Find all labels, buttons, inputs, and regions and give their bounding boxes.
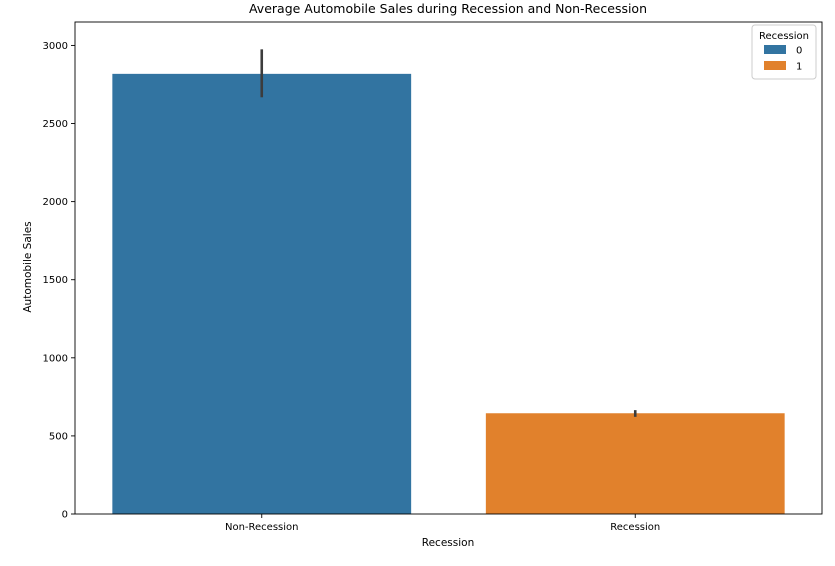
x-tick-label: Non-Recession xyxy=(225,522,299,533)
bar-recession xyxy=(485,413,785,514)
legend-swatch xyxy=(764,61,786,70)
y-tick-label: 1500 xyxy=(43,275,68,286)
legend-swatch xyxy=(764,45,786,54)
bar-non-recession xyxy=(112,73,412,515)
plot-area: 0 500 1000 1500 2000 2500 3000 Non-Recession Rec… xyxy=(43,21,823,533)
y-axis-label: Automobile Sales xyxy=(22,221,34,312)
legend-title: Recession xyxy=(759,31,809,42)
x-axis-label: Recession xyxy=(422,537,474,549)
y-tick-label: 0 xyxy=(62,510,68,521)
legend: Recession 0 1 xyxy=(751,24,817,80)
y-tick-label: 500 xyxy=(49,431,68,442)
y-tick-label: 2500 xyxy=(43,119,68,130)
y-tick-label: 2000 xyxy=(43,197,68,208)
legend-entry-label: 1 xyxy=(796,62,802,73)
y-tick-label: 3000 xyxy=(43,41,68,52)
axes-frame xyxy=(74,21,823,515)
y-tick-label: 1000 xyxy=(43,353,68,364)
legend-entry-label: 0 xyxy=(796,46,802,57)
chart-title: Average Automobile Sales during Recessio… xyxy=(249,1,647,16)
x-tick-label: Recession xyxy=(610,522,660,533)
